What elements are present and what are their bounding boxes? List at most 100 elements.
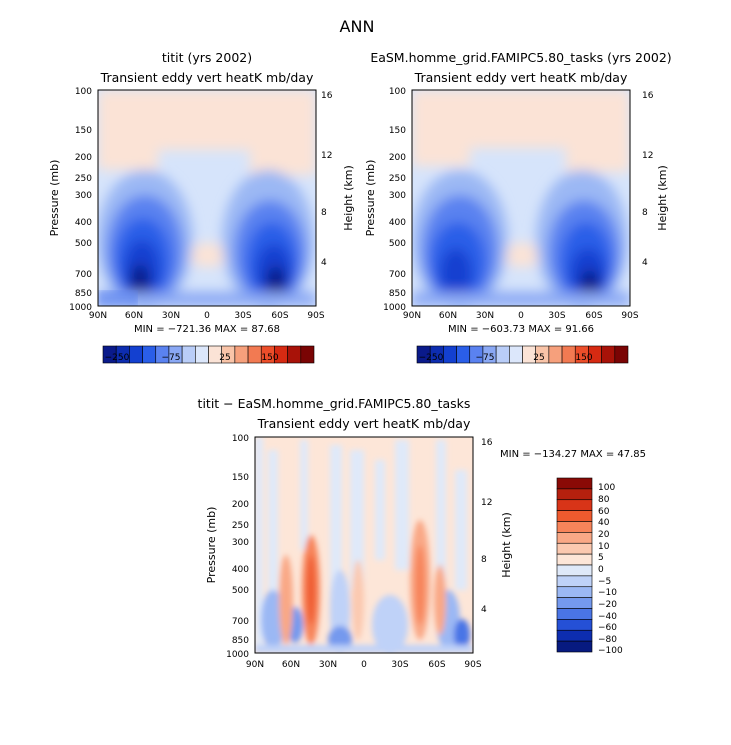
panel-2-title: EaSM.homme_grid.FAMIPC5.80_tasks (yrs 20… <box>370 50 671 65</box>
panel-1-ytick: 300 <box>75 191 92 201</box>
panel-1-frame <box>97 89 317 307</box>
panel-3-ytick: 150 <box>232 473 249 483</box>
colorbar-swatch <box>456 345 471 364</box>
panel-3-colorbar-label: 20 <box>598 530 610 540</box>
colorbar-swatch <box>556 608 593 620</box>
colorbar-swatch <box>614 345 629 364</box>
panel-1-ytick: 250 <box>75 174 92 184</box>
panel-1-ytick: 850 <box>75 289 92 299</box>
panel-1-left-ticks: 100 150 200 250 300 400 500 700 850 1000 <box>69 87 92 313</box>
panel-2-colorbar-labels: −250 −75 25 150 <box>419 353 593 363</box>
panel-3-height-tick: 16 <box>481 438 493 448</box>
panel-2-ytick: 100 <box>389 87 406 97</box>
colorbar-swatch <box>556 553 593 566</box>
panel-2-right-ticks: 16 12 8 4 <box>642 91 654 268</box>
panel-3-ytick: 300 <box>232 538 249 548</box>
panel-1-height-tick: 12 <box>321 151 332 161</box>
panel-2-ytick: 700 <box>389 270 406 280</box>
panel-3-colorbar-label: 60 <box>598 507 610 517</box>
panel-3-height-tick: 8 <box>481 555 487 565</box>
panel-1-ytick: 100 <box>75 87 92 97</box>
colorbar-swatch <box>561 345 576 364</box>
panel-2-ytick: 300 <box>389 191 406 201</box>
panel-2-colorbar-label: 150 <box>575 353 592 363</box>
panel-1-ylabel-left: Pressure (mb) <box>48 160 61 237</box>
panel-2-ytick: 200 <box>389 153 406 163</box>
panel-2-xtick: 90S <box>621 311 638 321</box>
panel-1-colorbar-label: −75 <box>162 353 181 363</box>
panel-3-colorbar-label: 100 <box>598 483 615 493</box>
panel-2: EaSM.homme_grid.FAMIPC5.80_tasks (yrs 20… <box>364 50 672 335</box>
panel-2-height-tick: 12 <box>642 151 653 161</box>
panel-3-ytick: 250 <box>232 521 249 531</box>
panel-3-ytick: 400 <box>232 565 249 575</box>
panel-3-field <box>255 437 473 653</box>
panel-3-colorbar-label: −10 <box>598 588 617 598</box>
colorbar-swatch <box>556 564 593 577</box>
panel-3-x-ticks: 90N 60N 30N 0 30S 60S 90S <box>246 660 482 670</box>
panel-1-xtick: 60N <box>125 311 143 321</box>
panel-1-colorbar-labels: −250 −75 25 150 <box>105 353 279 363</box>
panel-1-ytick: 1000 <box>69 303 92 313</box>
panel-1-xtick: 90S <box>307 311 324 321</box>
panel-2-ytick: 400 <box>389 218 406 228</box>
colorbar-swatch <box>287 345 302 364</box>
panel-3-colorbar-label: −20 <box>598 600 617 610</box>
colorbar-swatch <box>556 542 593 555</box>
panel-2-colorbar-label: −250 <box>419 353 444 363</box>
panel-2-ytick: 850 <box>389 289 406 299</box>
colorbar-swatch <box>234 345 249 364</box>
panel-2-ytick: 150 <box>389 126 406 136</box>
panel-3-ytick: 100 <box>232 434 249 444</box>
panel-2-x-ticks: 90N 60N 30N 0 30S 60S 90S <box>403 311 639 321</box>
colorbar-swatch <box>247 345 262 364</box>
colorbar-swatch <box>556 619 593 631</box>
colorbar-swatch <box>556 575 593 588</box>
panel-1-ylabel-right: Height (km) <box>342 165 355 231</box>
panel-2-colorbar-label: −75 <box>476 353 495 363</box>
panel-1-xtick: 30N <box>162 311 180 321</box>
panel-1-xtick: 60S <box>271 311 288 321</box>
panel-2-frame <box>411 89 631 307</box>
panel-3-subtitle: Transient eddy vert heatK mb/day <box>257 416 471 431</box>
panel-1-colorbar-label: 150 <box>261 353 278 363</box>
colorbar-swatch <box>556 640 593 653</box>
colorbar-swatch <box>509 345 523 364</box>
panel-3-ylabel-right: Height (km) <box>500 512 513 578</box>
panel-1-colorbar <box>102 345 315 364</box>
panel-1-ytick: 500 <box>75 239 92 249</box>
panel-3-ytick: 500 <box>232 586 249 596</box>
panel-2-subtitle: Transient eddy vert heatK mb/day <box>414 70 628 85</box>
panel-1-title: titit (yrs 2002) <box>162 50 252 65</box>
panel-3-xtick: 30N <box>319 660 337 670</box>
panel-2-height-tick: 8 <box>642 208 648 218</box>
panel-3: titit − EaSM.homme_grid.FAMIPC5.80_tasks… <box>198 396 646 670</box>
panel-1-ytick: 200 <box>75 153 92 163</box>
panel-1-height-tick: 8 <box>321 208 327 218</box>
colorbar-swatch <box>556 586 593 598</box>
panel-3-height-tick: 12 <box>481 498 492 508</box>
colorbar-swatch <box>556 532 593 544</box>
panel-3-xtick: 90N <box>246 660 264 670</box>
panel-3-colorbar-label: 0 <box>598 565 604 575</box>
panel-3-right-ticks: 16 12 8 4 <box>481 438 493 615</box>
panel-2-ylabel-left: Pressure (mb) <box>364 160 377 237</box>
panel-3-colorbar-label: 40 <box>598 518 610 528</box>
panel-3-xtick: 90S <box>464 660 481 670</box>
panel-3-left-ticks: 100 150 200 250 300 400 500 700 850 1000 <box>226 434 249 660</box>
panel-1-ytick: 700 <box>75 270 92 280</box>
panel-2-colorbar <box>416 345 629 364</box>
panel-1-xtick: 90N <box>89 311 107 321</box>
panel-1-stats: MIN = −721.36 MAX = 87.68 <box>134 324 280 335</box>
panel-1-height-tick: 4 <box>321 258 327 268</box>
colorbar-swatch <box>142 345 157 364</box>
panel-3-colorbar <box>556 477 593 653</box>
panel-3-colorbar-label: −5 <box>598 577 611 587</box>
panel-2-ytick: 250 <box>389 174 406 184</box>
panel-1-x-ticks: 90N 60N 30N 0 30S 60S 90S <box>89 311 325 321</box>
colorbar-swatch <box>129 345 143 364</box>
panel-3-ylabel-left: Pressure (mb) <box>205 507 218 584</box>
colorbar-swatch <box>601 345 616 364</box>
colorbar-swatch <box>181 345 196 364</box>
